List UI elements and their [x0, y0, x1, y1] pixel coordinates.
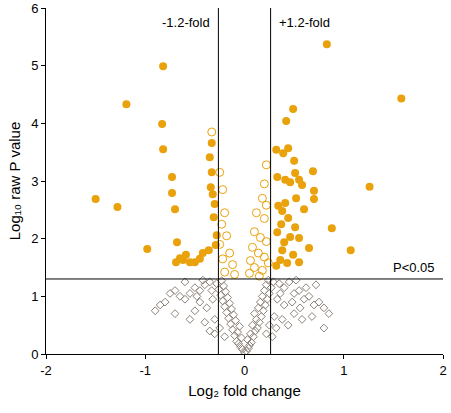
svg-text:1: 1 — [340, 363, 347, 378]
svg-text:-1.2-fold: -1.2-fold — [162, 15, 210, 30]
svg-text:0: 0 — [31, 347, 38, 362]
svg-text:6: 6 — [31, 1, 38, 16]
svg-text:1: 1 — [31, 289, 38, 304]
svg-text:Log₂ fold change: Log₂ fold change — [188, 382, 301, 399]
svg-text:2: 2 — [439, 363, 446, 378]
svg-text:Log₁₀ raw P value: Log₁₀ raw P value — [6, 122, 23, 241]
svg-text:0: 0 — [241, 363, 248, 378]
svg-text:2: 2 — [31, 231, 38, 246]
svg-text:4: 4 — [31, 116, 38, 131]
svg-text:3: 3 — [31, 174, 38, 189]
svg-text:5: 5 — [31, 58, 38, 73]
svg-text:-2: -2 — [40, 363, 52, 378]
svg-text:+1.2-fold: +1.2-fold — [279, 15, 330, 30]
svg-text:P<0.05: P<0.05 — [393, 260, 435, 275]
svg-text:-1: -1 — [139, 363, 151, 378]
